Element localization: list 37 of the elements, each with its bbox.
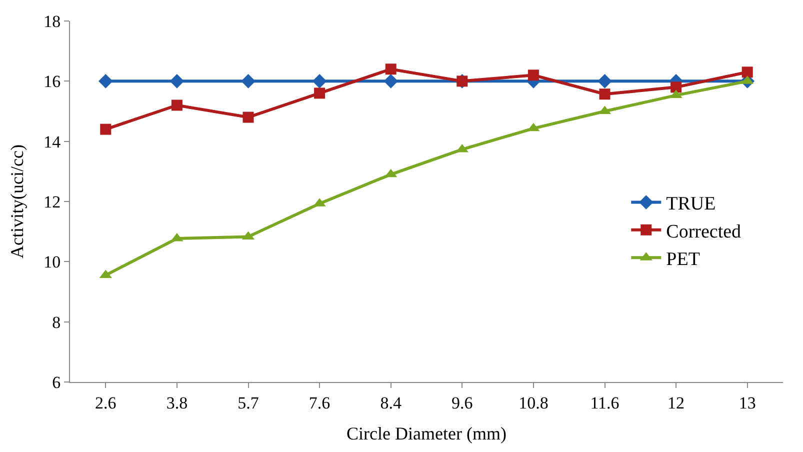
legend-label: PET — [666, 249, 700, 270]
x-tick-label: 2.6 — [95, 393, 116, 412]
y-axis-title: Activity(uci/cc) — [6, 144, 27, 258]
y-tick-label: 14 — [44, 132, 62, 152]
point — [599, 88, 610, 100]
point — [312, 74, 327, 88]
y-tick-label: 12 — [44, 192, 61, 212]
point — [241, 74, 256, 88]
point — [100, 124, 112, 135]
point — [742, 66, 753, 78]
point — [314, 88, 326, 99]
x-tick-label: 3.8 — [166, 393, 188, 412]
legend-label: Corrected — [666, 221, 742, 242]
x-tick-label: 10.8 — [518, 393, 548, 412]
x-tick-label: 11.6 — [590, 393, 620, 412]
point — [98, 74, 113, 88]
legend-label: TRUE — [666, 194, 716, 215]
y-tick-label: 6 — [52, 372, 61, 392]
point — [670, 82, 682, 93]
point — [242, 112, 254, 123]
x-tick-label: 7.6 — [308, 393, 330, 412]
y-tick-label: 16 — [44, 72, 61, 92]
point — [384, 74, 398, 88]
x-tick-label: 9.6 — [452, 393, 473, 412]
x-tick-label: 5.7 — [238, 393, 260, 412]
x-tick-label: 13 — [738, 393, 756, 412]
x-tick-label: 12 — [668, 393, 685, 412]
point — [528, 70, 539, 81]
x-axis-title: Circle Diameter (mm) — [346, 424, 506, 444]
x-tick-label: 8.4 — [380, 393, 402, 412]
y-tick-label: 8 — [52, 312, 61, 332]
y-tick-label: 10 — [44, 252, 61, 272]
point — [385, 64, 396, 75]
point — [598, 74, 612, 88]
y-tick-label: 18 — [44, 12, 61, 31]
point — [171, 100, 182, 111]
point — [170, 74, 184, 88]
